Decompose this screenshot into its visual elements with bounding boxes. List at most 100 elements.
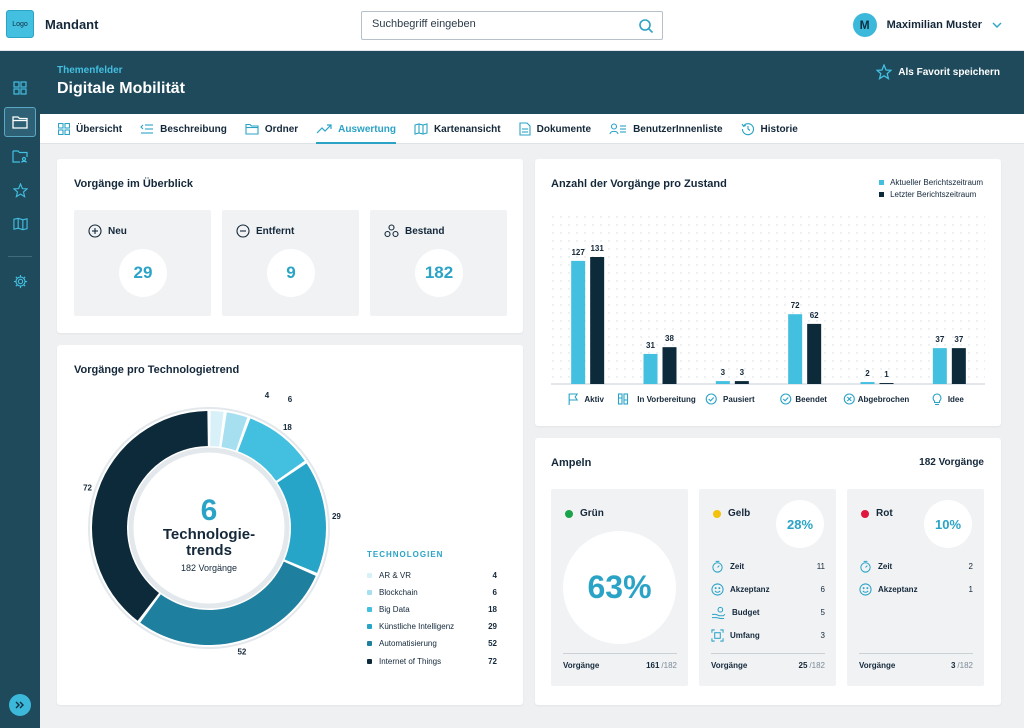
bar[interactable] (662, 347, 677, 384)
ampel-row-zeit: Zeit 2 (859, 558, 973, 574)
row-value: 3 (820, 630, 825, 640)
flag-icon (568, 393, 579, 405)
legend-value: 72 (488, 656, 497, 666)
legend-item: AR & VR 4 (367, 569, 497, 581)
tab-beschreibung[interactable]: Beschreibung (140, 114, 227, 144)
tab-label: Übersicht (76, 123, 123, 135)
tab-historie[interactable]: Historie (741, 114, 798, 144)
search-input[interactable] (372, 18, 622, 30)
x-circle-icon (843, 393, 855, 405)
donut-slice[interactable] (277, 463, 326, 573)
bar-value-label: 31 (646, 341, 655, 350)
donut-slice[interactable] (140, 561, 316, 645)
bar[interactable] (643, 353, 658, 384)
logo[interactable]: Logo (6, 10, 34, 38)
bar[interactable] (788, 314, 803, 384)
tab-label: Beschreibung (160, 123, 227, 135)
sidebar-item-favorites[interactable] (4, 175, 36, 205)
star-icon (12, 182, 28, 198)
favorite-button[interactable]: Als Favorit speichern (876, 64, 1000, 80)
category-label: Idee (948, 395, 965, 404)
row-label: Zeit (730, 561, 745, 571)
bar-value-label: 3 (740, 368, 745, 377)
row-value: 2 (968, 561, 973, 571)
footer-label: Vorgänge (563, 661, 600, 670)
donut-value-label: 6 (288, 395, 293, 404)
status-bar-title: Anzahl der Vorgänge pro Zustand (551, 178, 727, 190)
tab-kartenansicht[interactable]: Kartenansicht (414, 114, 501, 144)
folder-user-icon (12, 150, 28, 163)
legend-item: Blockchain 6 (367, 586, 497, 598)
tab-ordner[interactable]: Ordner (245, 114, 298, 144)
ampel-box-red: Rot 10% Zeit 2 Akzeptanz 1 Vorgänge 3 /182 (847, 489, 984, 686)
user-name: Maximilian Muster (886, 19, 982, 31)
history-icon (741, 123, 754, 136)
sidebar-item-folders[interactable] (4, 107, 36, 137)
bar-value-label: 127 (571, 248, 585, 257)
footer-value: 161 (646, 661, 660, 670)
bar[interactable] (860, 382, 875, 384)
ampel-label: Gelb (713, 508, 750, 519)
sidebar-expand-button[interactable] (9, 694, 31, 716)
legend-label: Internet of Things (379, 656, 442, 666)
bar[interactable] (951, 348, 966, 384)
bar[interactable] (734, 381, 749, 384)
bar[interactable] (590, 257, 605, 384)
search-icon[interactable] (638, 18, 654, 39)
ampel-label-text: Gelb (728, 508, 751, 519)
footer-label: Vorgänge (711, 661, 748, 670)
category-label: In Vorbereitung (637, 395, 696, 404)
ampel-row-budget: Budget 5 (711, 604, 825, 620)
bar-value-label: 1 (884, 370, 889, 379)
user-menu[interactable]: M Maximilian Muster (852, 13, 1002, 37)
donut-value-label: 52 (237, 648, 246, 657)
ampel-footer: Vorgänge 25 /182 (711, 653, 825, 670)
donut-slice[interactable] (210, 411, 224, 447)
favorite-label: Als Favorit speichern (898, 66, 1000, 78)
legend-item: Künstliche Intelligenz 29 (367, 621, 497, 633)
legend-value: 18 (488, 604, 497, 614)
donut-center-number: 6 (200, 494, 218, 527)
footer-label: Vorgänge (859, 661, 896, 670)
sidebar-item-settings[interactable] (4, 266, 36, 296)
row-label: Zeit (878, 561, 893, 571)
donut-slice[interactable] (92, 411, 208, 621)
legend-label: AR & VR (379, 570, 412, 580)
donut-value-label: 18 (283, 423, 292, 432)
sidebar-item-map[interactable] (4, 209, 36, 239)
legend-value: 52 (488, 639, 497, 649)
tab-uebersicht[interactable]: Übersicht (58, 114, 122, 144)
chevron-down-icon[interactable] (992, 16, 1002, 34)
legend-swatch (367, 606, 372, 612)
tab-label: BenutzerInnenliste (633, 123, 723, 135)
folder-icon (12, 116, 28, 129)
overview-value: 29 (119, 249, 167, 297)
bar[interactable] (879, 383, 894, 384)
legend-item: Internet of Things 72 (367, 655, 497, 667)
donut-slice[interactable] (221, 412, 248, 451)
legend-swatch (367, 658, 372, 664)
donut-slice[interactable] (237, 418, 305, 481)
top-bar: Logo Mandant M Maximilian Muster (0, 0, 1024, 51)
breadcrumb[interactable]: Themenfelder (57, 65, 123, 76)
legend-label: Big Data (379, 604, 410, 614)
ampel-box-green: Grün 63% Vorgänge 161 /182 (551, 489, 688, 686)
tab-auswertung[interactable]: Auswertung (316, 114, 396, 144)
bar[interactable] (807, 323, 822, 384)
tab-benutzerinnenliste[interactable]: BenutzerInnenliste (609, 114, 723, 144)
tab-dokumente[interactable]: Dokumente (519, 114, 591, 144)
bar[interactable] (571, 260, 586, 384)
bar[interactable] (715, 381, 730, 384)
red-dot-icon (861, 509, 869, 518)
overview-value: 182 (415, 249, 463, 297)
overview-box-neu: Neu 29 (74, 210, 211, 316)
stopwatch-icon (860, 560, 871, 573)
donut-center-line2: trends (186, 542, 232, 559)
minus-circle-icon (236, 224, 250, 238)
row-label: Akzeptanz (730, 584, 770, 594)
bar[interactable] (932, 348, 947, 384)
bar-value-label: 72 (791, 301, 800, 310)
sidebar-item-dashboard[interactable] (4, 73, 36, 103)
money-hand-icon (712, 606, 726, 619)
sidebar-item-folder-user[interactable] (4, 141, 36, 171)
